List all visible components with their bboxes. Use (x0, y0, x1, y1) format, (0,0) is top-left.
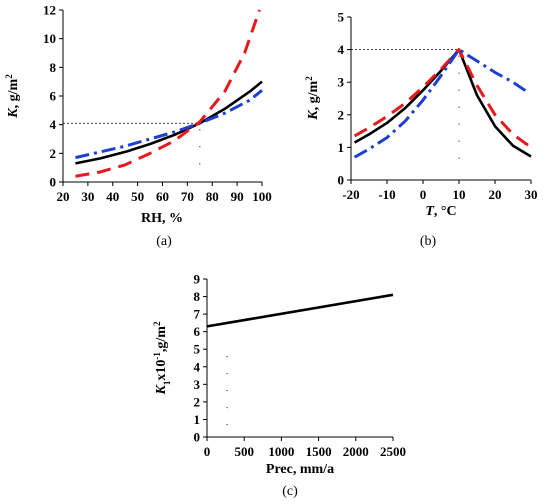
panel-a-x-tick-label: 90 (231, 189, 244, 204)
panel-a-y-label-unit: , g/m (6, 78, 21, 108)
panel-b-x-tick-label: -10 (378, 187, 395, 202)
panel-c-y-tick-label: 3 (194, 377, 201, 392)
panel-a-series-blue-dashdot (75, 89, 263, 160)
panel-c-y-tick-label: 5 (194, 342, 201, 357)
panel-c-y-label-exponent: 2 (152, 321, 162, 326)
panel-a-y-tick-label: 2 (50, 146, 57, 161)
panel-b-series-red-dashed (353, 48, 532, 149)
panel-b-y-label-symbol: K (306, 109, 321, 121)
panel-b-y-tick-label: 4 (338, 42, 345, 57)
panel-c-y-tick-label: 9 (194, 272, 201, 287)
panel-b-x-tick-label: 30 (525, 187, 538, 202)
panel-a-y-tick-label: 0 (50, 175, 57, 190)
panel-c-x-tick-label: 0 (204, 444, 211, 459)
panel-c-y-tick-label: 2 (194, 394, 201, 409)
panel-b-y-tick-label: 5 (338, 10, 345, 25)
panel-c-series-black-solid (206, 293, 394, 328)
panel-a-y-label-symbol: K (6, 107, 21, 119)
panel-c-x-tick-label: 500 (234, 444, 254, 459)
panel-b-x-tick-label: 20 (489, 187, 502, 202)
panel-c-y-axis-label: K1x10-1,g/m2 (152, 321, 172, 395)
panel-a-y-tick-label: 10 (43, 31, 56, 46)
panel-b-y-tick-label: 3 (338, 75, 345, 90)
panel-a-series-black-solid (75, 80, 263, 165)
panel-b-x-tick-label: 10 (453, 187, 466, 202)
panel-a-x-tick-label: 20 (57, 189, 70, 204)
panel-c-y-label-subscript: 1 (162, 380, 172, 385)
panel-c-x-tick-label: 2500 (380, 444, 406, 459)
panel-a-series-red-dashed (75, 9, 261, 178)
panel-a-x-tick-label: 70 (181, 189, 194, 204)
panel-a-x-tick-label: 100 (252, 189, 272, 204)
panel-b-y-tick-label: 2 (338, 107, 345, 122)
panel-a-x-tick-label: 50 (131, 189, 144, 204)
panel-a-y-tick-label: 6 (50, 89, 57, 104)
panel-b-x-label-symbol: T (425, 204, 435, 219)
panel-b-series-black-solid (353, 48, 532, 158)
panel-b-x-label-unit: , °C (434, 204, 457, 219)
panel-c-y-tick-label: 7 (194, 307, 201, 322)
panel-c-x-tick-label: 1000 (268, 444, 294, 459)
panel-c-y-label-symbol: K (154, 383, 169, 395)
panel-b-x-axis-label: T, °C (425, 204, 456, 219)
panel-c-x-tick-label: 1500 (306, 444, 332, 459)
panel-c-y-tick-label: 0 (194, 430, 201, 445)
panel-c-x-axis-label: Prec, mm/a (266, 462, 334, 477)
panel-c-y-tick-label: 6 (194, 324, 201, 339)
panel-b-y-axis-label: K, g/m2 (304, 76, 321, 121)
panel-b-series-blue-dashdot (353, 48, 529, 159)
panel-a-x-axis-label: RH, % (141, 211, 183, 226)
panel-a-x-tick-label: 60 (156, 189, 169, 204)
panel-b-y-tick-label: 0 (338, 173, 345, 188)
panel-c-y-label-exp: -1 (152, 352, 162, 360)
panel-b-y-tick-label: 1 (338, 140, 345, 155)
panel-a-x-tick-label: 40 (106, 189, 119, 204)
panel-a-x-tick-label: 80 (206, 189, 219, 204)
panel-c-y-tick-label: 1 (194, 412, 201, 427)
panel-b-x-tick-label: -20 (342, 187, 359, 202)
panel-b-caption: (b) (420, 234, 437, 249)
panel-b-y-label-exponent: 2 (304, 76, 314, 81)
panel-b-x-tick-label: 0 (420, 187, 427, 202)
panel-c-y-label-unit2: ,g/m (154, 326, 169, 352)
panel-a-x-tick-label: 30 (81, 189, 94, 204)
panel-a-y-label-exponent: 2 (4, 74, 14, 79)
panel-a-y-tick-label: 12 (43, 3, 56, 18)
panel-a-y-tick-label: 8 (50, 60, 57, 75)
panel-a-caption: (a) (156, 234, 172, 249)
panel-c-y-tick-label: 8 (194, 289, 201, 304)
panel-b-y-label-unit: , g/m (306, 80, 321, 110)
panel-c-y-label-unit: x10 (154, 360, 169, 381)
panel-c-y-tick-label: 4 (194, 359, 201, 374)
panel-c-x-tick-label: 2000 (343, 444, 369, 459)
panel-a-y-tick-label: 4 (50, 117, 57, 132)
panel-c-caption: (c) (282, 484, 298, 499)
panel-a-y-axis-label: K, g/m2 (4, 74, 21, 119)
